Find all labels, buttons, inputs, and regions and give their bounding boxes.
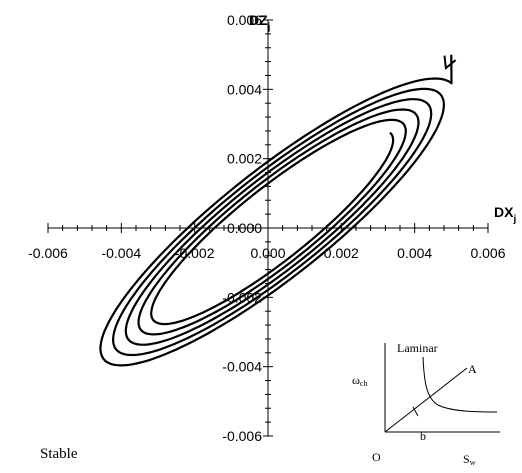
trajectory-arrowhead <box>443 55 457 71</box>
trajectory-line <box>99 54 453 367</box>
y-tick-label: 0.004 <box>227 81 262 97</box>
x-tick-label: 0.002 <box>324 245 359 261</box>
inset-origin-label: O <box>372 450 381 464</box>
inset-diagram: Laminar A b O ωch Sw <box>352 341 500 467</box>
y-tick-label: 0.000 <box>227 220 262 236</box>
inset-laminar-label: Laminar <box>397 341 438 355</box>
inset-laminar-curve <box>422 356 498 413</box>
stable-annotation: Stable <box>40 446 78 462</box>
x-tick-label: 0.004 <box>397 245 432 261</box>
inset-b-label: b <box>420 429 426 443</box>
y-axis-title: DZj <box>249 12 271 33</box>
ticks <box>47 19 489 437</box>
tick-labels: -0.006 -0.004 -0.002 0.000 0.002 0.004 0.006-0… <box>28 12 506 444</box>
inset-a-label: A <box>468 362 477 376</box>
y-tick-label: -0.004 <box>222 359 262 375</box>
x-tick-label: 0.000 <box>250 245 285 261</box>
y-tick-label: 0.002 <box>227 151 262 167</box>
x-tick-label: 0.006 <box>470 245 505 261</box>
trajectory-series <box>99 54 457 367</box>
x-tick-label: -0.006 <box>28 245 68 261</box>
inset-x-label: Sw <box>463 452 476 467</box>
inset-y-label: ωch <box>352 373 367 388</box>
x-tick-label: -0.004 <box>101 245 141 261</box>
x-axis-title: DXj <box>494 204 516 225</box>
inset-line-a <box>384 367 468 433</box>
inset-point-b-mark <box>412 406 419 417</box>
y-tick-label: -0.006 <box>222 428 262 444</box>
y-tick-label: 0.006 <box>227 12 262 28</box>
